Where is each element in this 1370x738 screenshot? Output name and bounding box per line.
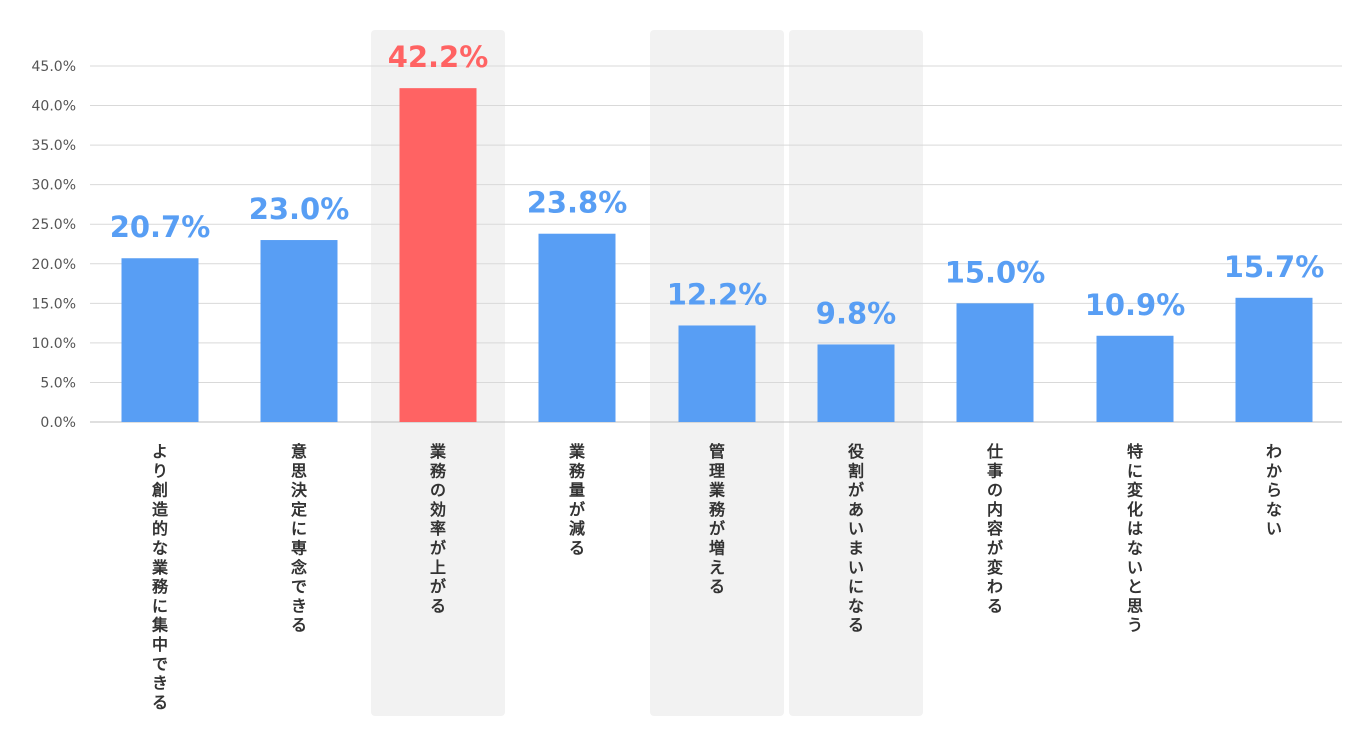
category-label: 役割があいまいになる: [848, 442, 865, 635]
data-label: 15.0%: [945, 255, 1046, 289]
category-label: わからない: [1266, 442, 1282, 538]
category-label: 業務量が減る: [568, 442, 586, 558]
y-tick-label: 45.0%: [32, 59, 76, 75]
bar: [1096, 335, 1174, 422]
bar: [956, 303, 1034, 422]
category-label: 仕事の内容が変わる: [986, 442, 1003, 615]
data-label: 23.8%: [527, 186, 628, 220]
category-label: 管理業務が増える: [708, 442, 726, 596]
data-label: 20.7%: [110, 210, 211, 244]
y-tick-label: 10.0%: [32, 336, 76, 352]
bar: [817, 344, 895, 422]
category-label: 意思決定に専念できる: [290, 442, 308, 635]
bars: [121, 88, 1313, 422]
y-axis: 0.0% 5.0% 10.0% 15.0% 20.0% 25.0% 30.0% 35.0% 40…: [32, 59, 76, 431]
y-tick-label: 30.0%: [32, 178, 76, 194]
category-label: より創造的な業務に集中できる: [151, 442, 169, 712]
bar: [121, 258, 199, 422]
bar: [1235, 297, 1313, 422]
category-label: 業務の効率が上がる: [429, 442, 447, 615]
data-label: 9.8%: [816, 296, 896, 330]
category-label: 特に変化はないと思う: [1127, 442, 1143, 635]
category-labels: より創造的な業務に集中できる 意思決定に専念できる 業務の効率が上がる 業務量が減る 管…: [151, 442, 1282, 712]
y-tick-label: 40.0%: [32, 99, 76, 115]
bar: [399, 88, 477, 422]
data-label: 15.7%: [1224, 250, 1325, 284]
y-tick-label: 25.0%: [32, 217, 76, 233]
y-tick-label: 5.0%: [40, 375, 76, 391]
y-tick-label: 35.0%: [32, 138, 76, 154]
value-labels: 20.7% 23.0% 42.2% 23.8% 12.2% 9.8% 15.0% 10.9% 1…: [110, 40, 1325, 330]
data-label: 42.2%: [388, 40, 489, 74]
bar: [260, 240, 338, 422]
bar: [678, 325, 756, 422]
data-label: 23.0%: [249, 192, 350, 226]
data-label: 12.2%: [667, 277, 768, 311]
bar: [538, 233, 616, 422]
y-tick-label: 20.0%: [32, 257, 76, 273]
y-tick-label: 15.0%: [32, 296, 76, 312]
y-tick-label: 0.0%: [40, 415, 76, 431]
data-label: 10.9%: [1085, 288, 1186, 322]
